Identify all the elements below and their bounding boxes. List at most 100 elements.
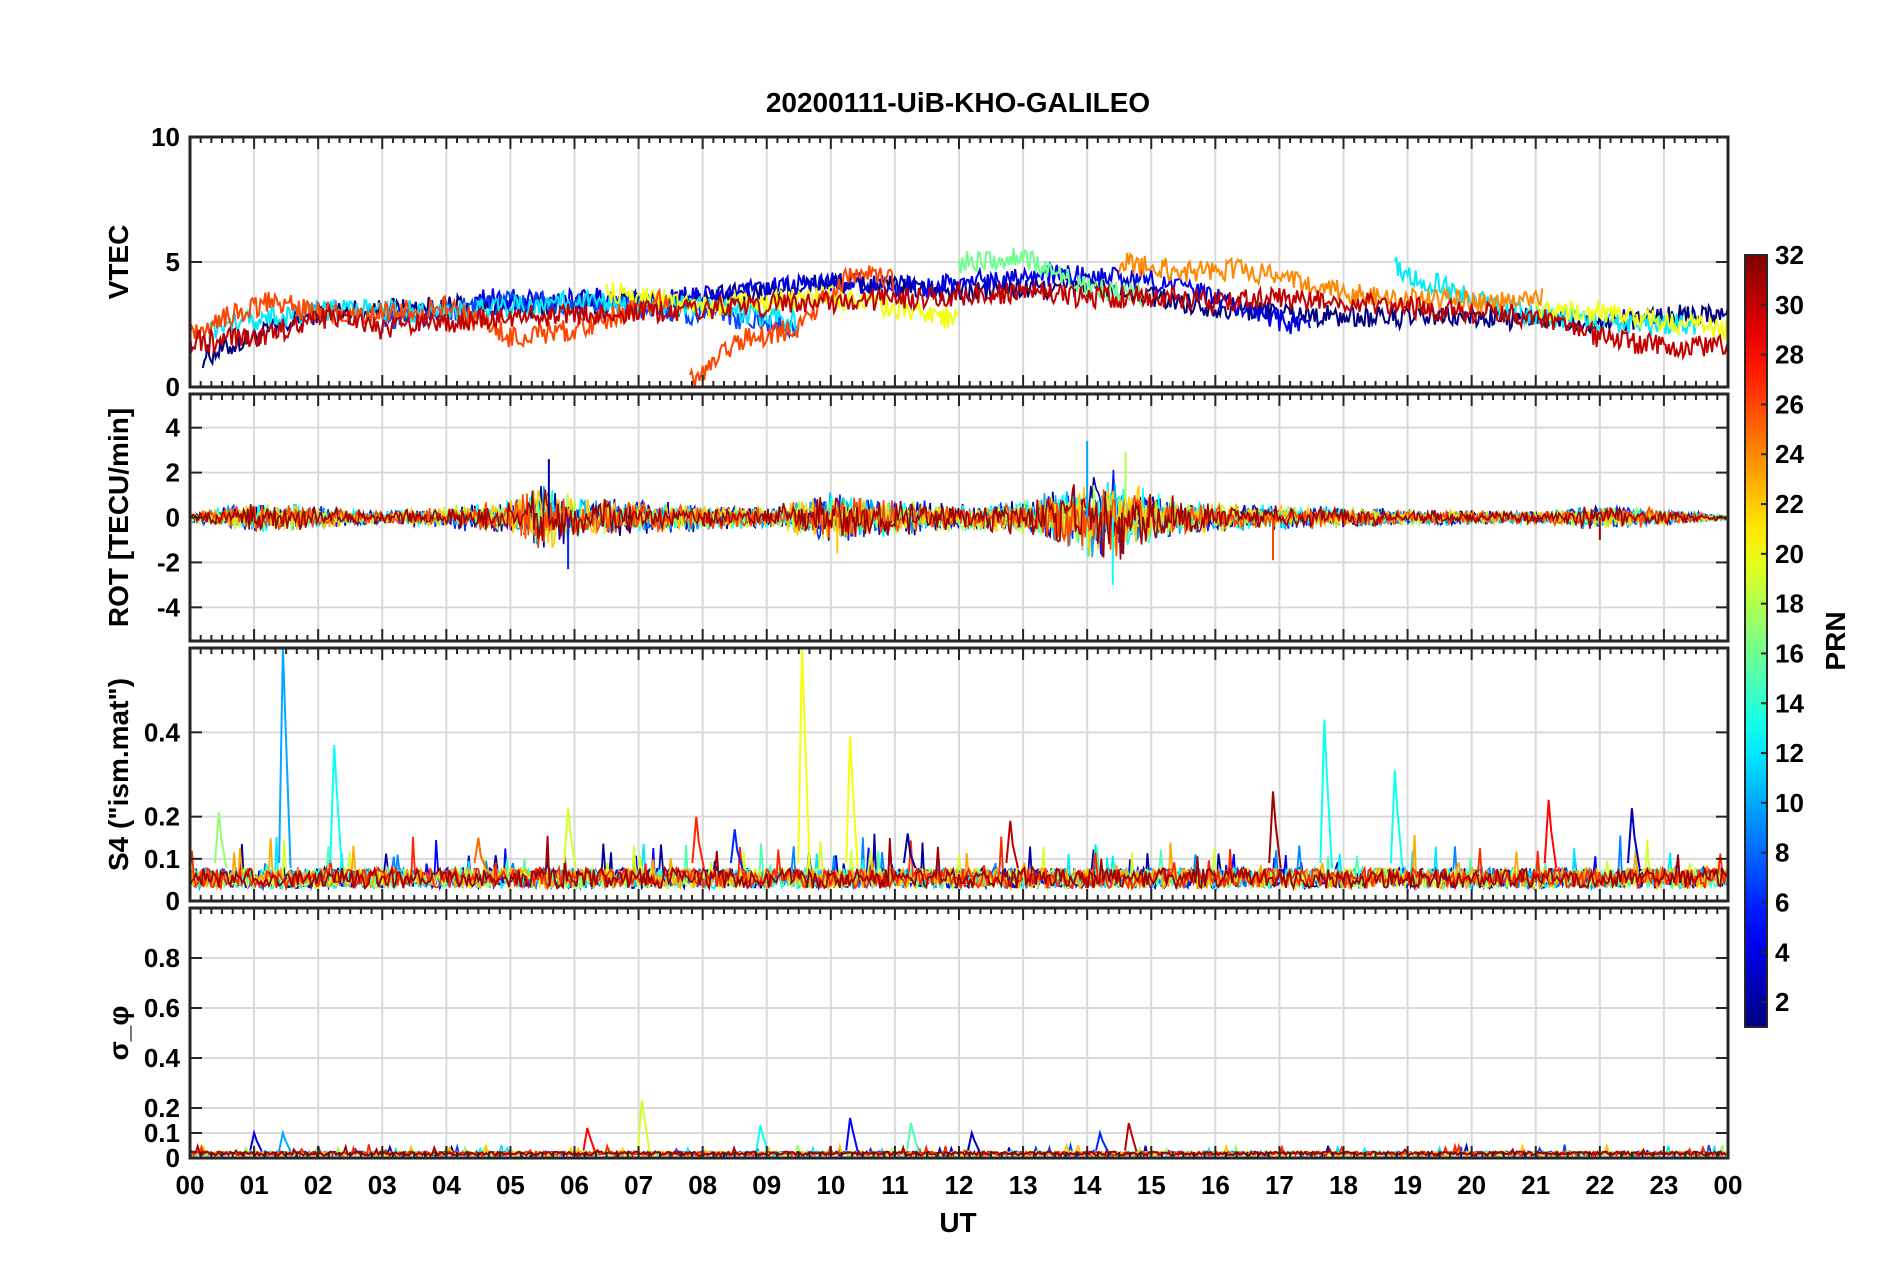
spike-prn-19 bbox=[636, 1100, 651, 1152]
series-line-prn-31 bbox=[190, 484, 1728, 560]
colorbar-tick-label: 6 bbox=[1775, 887, 1789, 917]
x-tick-label: 05 bbox=[496, 1170, 525, 1200]
y-tick-label: 0 bbox=[166, 886, 180, 916]
panel-data bbox=[190, 247, 1728, 387]
colorbar-tick-label: 32 bbox=[1775, 240, 1804, 270]
y-axis-label-sigma_phi: σ_φ bbox=[103, 1006, 134, 1061]
series-line-prn-26 bbox=[688, 265, 895, 387]
spike-prn-2 bbox=[902, 833, 917, 869]
x-tick-label: 00 bbox=[176, 1170, 205, 1200]
spike-prn-10 bbox=[278, 648, 292, 869]
spike-prn-10 bbox=[278, 1129, 292, 1152]
panel-data bbox=[190, 648, 1727, 892]
colorbar-tick-label: 28 bbox=[1775, 340, 1804, 370]
x-tick-label: 08 bbox=[688, 1170, 717, 1200]
series-line-prn-16 bbox=[958, 247, 1151, 308]
colorbar-tick-label: 18 bbox=[1775, 589, 1804, 619]
y-tick-label: 0 bbox=[166, 503, 180, 533]
colorbar-tick-label: 30 bbox=[1775, 290, 1804, 320]
y-tick-label: 0 bbox=[166, 372, 180, 402]
series-line-prn-26 bbox=[190, 287, 670, 349]
y-tick-label: 4 bbox=[166, 413, 181, 443]
y-tick-label: 0.4 bbox=[144, 717, 181, 747]
series-line-prn-20 bbox=[1534, 299, 1728, 341]
x-tick-label: 20 bbox=[1457, 1170, 1486, 1200]
spike-prn-13 bbox=[1319, 719, 1333, 869]
colorbar-tick-label: 16 bbox=[1775, 638, 1804, 668]
y-tick-label: 0.1 bbox=[144, 1118, 180, 1148]
colorbar-bar bbox=[1744, 254, 1768, 1028]
x-tick-label: 13 bbox=[1009, 1170, 1038, 1200]
spike-prn-28 bbox=[582, 1127, 596, 1152]
y-tick-label: 0.2 bbox=[144, 802, 180, 832]
spike-prn-31 bbox=[1268, 791, 1282, 869]
spike-prn-6 bbox=[729, 829, 744, 869]
x-tick-label: 11 bbox=[881, 1170, 909, 1200]
x-tick-label: 23 bbox=[1649, 1170, 1678, 1200]
x-tick-label: 04 bbox=[432, 1170, 461, 1200]
x-tick-label: 02 bbox=[304, 1170, 333, 1200]
chart-title: 20200111-UiB-KHO-GALILEO bbox=[766, 87, 1150, 118]
panel-vtec: 0 5 10 VTEC bbox=[103, 122, 1730, 402]
panel-sigma_phi: 00.10.2 0.4 0.6 0.8 σ_φ 00 01 02 03 04 05 06 07 08 09 1… bbox=[103, 906, 1743, 1200]
spike-prn-6 bbox=[1095, 1129, 1109, 1152]
x-tick-label: 12 bbox=[945, 1170, 974, 1200]
y-tick-label: -4 bbox=[157, 592, 181, 622]
colorbar-label: PRN bbox=[1820, 611, 1851, 670]
x-tick-label: 00 bbox=[1714, 1170, 1743, 1200]
y-tick-label: 2 bbox=[166, 458, 180, 488]
x-axis-label: UT bbox=[939, 1207, 976, 1238]
spike-prn-13 bbox=[329, 744, 343, 869]
y-axis-label-vtec: VTEC bbox=[103, 225, 134, 300]
x-tick-label: 09 bbox=[752, 1170, 781, 1200]
spike-prn-3 bbox=[967, 1129, 981, 1152]
colorbar-tick-label: 22 bbox=[1775, 489, 1804, 519]
colorbar-tick-label: 10 bbox=[1775, 788, 1804, 818]
x-tick-label: 03 bbox=[368, 1170, 397, 1200]
y-tick-label: 0.6 bbox=[144, 993, 180, 1023]
y-tick-label: -2 bbox=[157, 547, 180, 577]
spike-prn-3 bbox=[1627, 808, 1641, 869]
spike-prn-19 bbox=[563, 808, 577, 869]
spike-prn-20 bbox=[845, 736, 859, 869]
y-tick-label: 0.8 bbox=[144, 943, 180, 973]
y-tick-label: 10 bbox=[151, 122, 180, 152]
x-tick-label: 18 bbox=[1329, 1170, 1358, 1200]
spike-prn-28 bbox=[1543, 799, 1558, 869]
colorbar-tick-label: 4 bbox=[1775, 937, 1790, 967]
colorbar-tick-label: 24 bbox=[1775, 439, 1804, 469]
x-tick-label: 14 bbox=[1073, 1170, 1102, 1200]
y-tick-label: 0.1 bbox=[144, 844, 180, 874]
x-tick-label: 15 bbox=[1137, 1170, 1166, 1200]
panel-data bbox=[190, 441, 1728, 585]
colorbar-tick-label: 26 bbox=[1775, 389, 1804, 419]
x-tick-label: 17 bbox=[1265, 1170, 1294, 1200]
y-tick-label: 5 bbox=[166, 247, 180, 277]
x-tick-label: 16 bbox=[1201, 1170, 1230, 1200]
y-tick-label: 0 bbox=[166, 1143, 180, 1173]
series-line-prn-30 bbox=[190, 281, 1728, 362]
panel-rot: -4 -2 0 2 4 ROT [TECU/min] bbox=[103, 392, 1730, 643]
spike-prn-13 bbox=[755, 1125, 769, 1152]
spike-prn-15 bbox=[906, 1122, 920, 1152]
x-tick-label: 01 bbox=[240, 1170, 269, 1200]
x-tick-label: 22 bbox=[1585, 1170, 1614, 1200]
spike-prn-17 bbox=[214, 812, 228, 869]
y-axis-label-s4: S4 ("ism.mat") bbox=[103, 678, 134, 871]
colorbar-tick-label: 20 bbox=[1775, 539, 1804, 569]
colorbar-tick-label: 2 bbox=[1775, 987, 1789, 1017]
series-line-prn-31 bbox=[190, 835, 1727, 892]
x-tick-label: 07 bbox=[624, 1170, 653, 1200]
spike-prn-27 bbox=[691, 816, 705, 869]
x-tick-label: 21 bbox=[1521, 1170, 1550, 1200]
x-tick-label: 19 bbox=[1393, 1170, 1422, 1200]
colorbar-tick-label: 14 bbox=[1775, 688, 1804, 718]
colorbar-tick-label: 8 bbox=[1775, 838, 1789, 868]
y-tick-label: 0.4 bbox=[144, 1043, 181, 1073]
y-tick-label: 0.2 bbox=[144, 1093, 180, 1123]
spike-prn-25 bbox=[473, 837, 488, 869]
y-axis-label-rot: ROT [TECU/min] bbox=[103, 408, 134, 627]
